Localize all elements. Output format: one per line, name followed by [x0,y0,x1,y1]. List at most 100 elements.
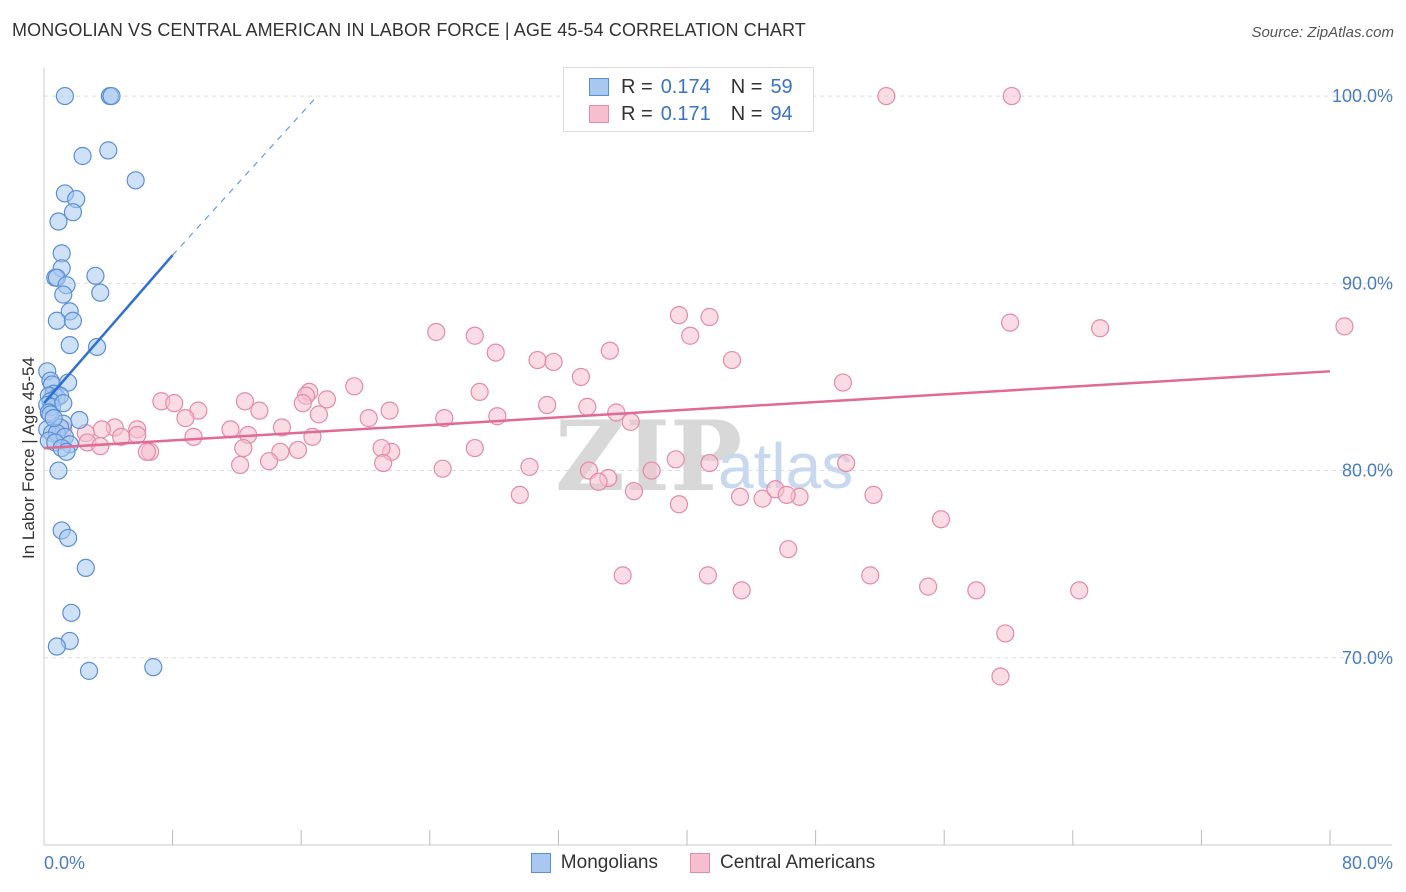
y-tick-label: 80.0% [1342,461,1393,481]
mongolian-point [54,394,73,413]
central-americans-points [52,86,1354,686]
central-american-point [861,566,880,585]
y-axis-title: In Labor Force | Age 45-54 [19,357,38,559]
central-american-point [833,373,853,392]
central-american-point [435,409,454,428]
central-american-point [176,409,195,428]
series-legend-central-americans[interactable]: Central Americans [689,852,876,874]
central-american-point [931,510,951,529]
central-american-point [112,427,131,446]
series-swatch-central-americans [689,853,710,873]
central-american-point [779,540,798,559]
central-american-point [510,485,529,504]
mongolian-point [91,283,110,302]
x-tick-label: 80.0% [1342,853,1393,873]
central-american-point [698,566,717,585]
y-tick-label: 70.0% [1342,648,1393,668]
central-american-point [427,322,446,342]
mongolian-point [59,528,78,548]
central-american-point [309,405,328,424]
y-tick-label: 100.0% [1332,86,1393,106]
legend-swatch-central-americans [589,105,609,123]
central-american-point [272,418,292,437]
central-american-point [877,86,896,106]
central-american-point [571,367,591,387]
legend-n-label: N = [730,102,763,125]
mongolian-point [79,661,99,680]
mongolian-point [73,146,92,166]
central-american-point [730,487,750,506]
central-american-point [1002,86,1021,106]
mongolian-point [144,658,163,677]
central-american-point [250,401,269,420]
central-american-point [544,352,563,372]
central-american-point [669,306,689,325]
legend-row-mongolians: R = 0.174 N = 59 [589,74,793,100]
central-american-point [538,395,557,415]
mongolian-point [87,337,107,357]
central-american-point [288,440,308,460]
central-american-point [380,401,399,420]
series-legend: Mongolians Central Americans [0,852,1406,874]
trend-lines [43,95,1331,450]
central-american-point [919,577,938,596]
mongolian-point [63,203,83,222]
central-american-point [666,450,685,469]
central-american-point [372,438,391,458]
mongolian-point [76,558,95,578]
mongolian-point [54,285,73,304]
central-american-point [1001,313,1020,332]
central-american-point [600,341,619,360]
mongolian-point [99,141,118,160]
central-american-point [991,667,1010,686]
legend-r-label: R = [621,75,653,98]
central-american-point [624,482,644,501]
y-tick-label: 90.0% [1342,273,1393,293]
central-american-point [165,394,184,413]
mongolian-point [70,410,89,430]
series-swatch-mongolians [530,853,551,873]
chart-title: MONGOLIAN VS CENTRAL AMERICAN IN LABOR F… [12,20,806,40]
mongolian-point [44,409,63,428]
central-american-point [1070,581,1089,600]
mongolians-points [38,86,163,680]
central-american-point [433,459,452,478]
central-american-point [967,581,986,600]
mongolian-point [60,335,79,355]
mongolian-point [47,311,66,330]
central-american-point [681,326,700,345]
central-american-point [700,453,719,473]
legend-r-value: 0.171 [660,102,711,125]
central-american-point [293,394,312,413]
central-american-point [700,307,719,327]
central-american-point [92,420,111,439]
central-american-point [259,452,279,471]
series-legend-mongolians[interactable]: Mongolians [530,852,658,874]
legend-n-label: N = [730,75,763,98]
central-american-point [578,397,597,416]
central-american-point [486,343,505,362]
central-american-point [465,438,484,458]
central-american-point [234,438,253,458]
mongolian-point [55,86,74,106]
legend-r-label: R = [621,102,653,125]
central-american-point [221,420,240,439]
central-american-point [722,350,742,370]
grid-lines [44,95,1392,659]
legend-n-value: 94 [770,102,793,125]
central-americans-trend-line [43,370,1331,450]
central-american-point [996,624,1015,643]
legend-swatch-mongolians [589,78,609,96]
mongolian-point [86,266,105,285]
axes [43,68,1392,846]
central-american-point [753,489,772,508]
mongolian-point [49,212,68,231]
legend-r-value: 0.174 [660,75,711,98]
mongolian-point [62,603,81,622]
mongolians-trend-extension [172,95,318,256]
central-american-point [235,392,255,411]
series-label-central-americans: Central Americans [719,852,876,873]
mongolian-point [47,637,66,656]
